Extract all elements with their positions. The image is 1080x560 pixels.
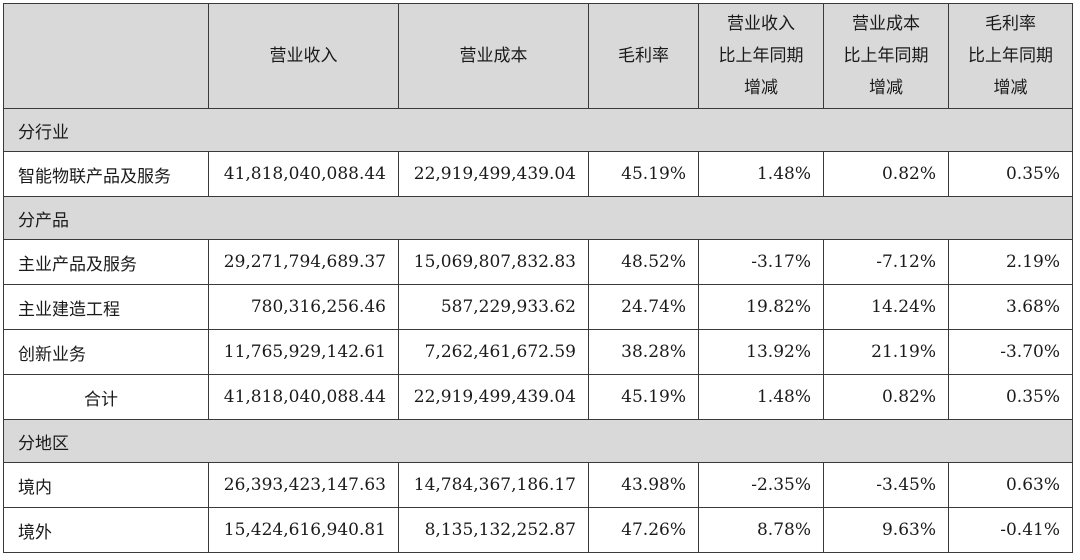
cell-revenue: 41,818,040,088.44 bbox=[208, 151, 399, 197]
cell-margin: 43.98% bbox=[588, 462, 699, 508]
header-cost-yoy-line1: 营业成本 bbox=[852, 14, 920, 34]
cell-margin-yoy: 0.35% bbox=[948, 374, 1073, 420]
cell-margin-yoy: 0.63% bbox=[948, 462, 1073, 508]
header-revenue-yoy-line1: 营业收入 bbox=[727, 14, 795, 34]
row-label: 境外 bbox=[3, 507, 209, 553]
section-row-region: 分地区 bbox=[3, 419, 1073, 463]
header-cost-yoy-line3: 增减 bbox=[869, 78, 903, 98]
cell-margin-yoy: 0.35% bbox=[948, 151, 1073, 197]
cell-cost: 8,135,132,252.87 bbox=[398, 507, 589, 553]
section-row-industry: 分行业 bbox=[3, 108, 1073, 152]
cell-cost-yoy: 9.63% bbox=[823, 507, 949, 553]
header-row: 营业收入 营业成本 毛利率 营业收入 比上年同期 增减 营业成本 比上年同期 增… bbox=[3, 3, 1073, 109]
cell-cost-yoy: 21.19% bbox=[823, 329, 949, 375]
table-row: 境外 15,424,616,940.81 8,135,132,252.87 47… bbox=[3, 507, 1073, 553]
financial-table-container: 营业收入 营业成本 毛利率 营业收入 比上年同期 增减 营业成本 比上年同期 增… bbox=[3, 3, 1073, 553]
cell-margin-yoy: -0.41% bbox=[948, 507, 1073, 553]
cell-cost-yoy: 14.24% bbox=[823, 284, 949, 330]
cell-revenue-yoy: 13.92% bbox=[698, 329, 824, 375]
cell-revenue-yoy: -2.35% bbox=[698, 462, 824, 508]
row-label: 主业建造工程 bbox=[3, 284, 209, 330]
cell-revenue: 26,393,423,147.63 bbox=[208, 462, 399, 508]
cell-margin: 45.19% bbox=[588, 151, 699, 197]
table-row: 主业产品及服务 29,271,794,689.37 15,069,807,832… bbox=[3, 239, 1073, 285]
header-revenue: 营业收入 bbox=[208, 3, 399, 109]
cell-cost: 15,069,807,832.83 bbox=[398, 239, 589, 285]
cell-margin: 48.52% bbox=[588, 239, 699, 285]
cell-cost: 7,262,461,672.59 bbox=[398, 329, 589, 375]
cell-revenue: 29,271,794,689.37 bbox=[208, 239, 399, 285]
cell-cost: 587,229,933.62 bbox=[398, 284, 589, 330]
cell-cost: 22,919,499,439.04 bbox=[398, 151, 589, 197]
table-row: 智能物联产品及服务 41,818,040,088.44 22,919,499,4… bbox=[3, 151, 1073, 197]
cell-revenue-yoy: 19.82% bbox=[698, 284, 824, 330]
header-cost-yoy-line2: 比上年同期 bbox=[843, 46, 929, 66]
cell-revenue: 41,818,040,088.44 bbox=[208, 374, 399, 420]
section-title: 分产品 bbox=[3, 196, 1073, 240]
cell-revenue-yoy: 8.78% bbox=[698, 507, 824, 553]
table-row: 境内 26,393,423,147.63 14,784,367,186.17 4… bbox=[3, 462, 1073, 508]
cell-revenue-yoy: -3.17% bbox=[698, 239, 824, 285]
header-margin: 毛利率 bbox=[588, 3, 699, 109]
cell-revenue-yoy: 1.48% bbox=[698, 151, 824, 197]
cell-revenue: 11,765,929,142.61 bbox=[208, 329, 399, 375]
row-label: 创新业务 bbox=[3, 329, 209, 375]
section-title: 分行业 bbox=[3, 108, 1073, 152]
table-row-total: 合计 41,818,040,088.44 22,919,499,439.04 4… bbox=[3, 374, 1073, 420]
table-row: 创新业务 11,765,929,142.61 7,262,461,672.59 … bbox=[3, 329, 1073, 375]
header-revenue-yoy-line3: 增减 bbox=[744, 78, 778, 98]
row-label: 主业产品及服务 bbox=[3, 239, 209, 285]
cell-margin: 45.19% bbox=[588, 374, 699, 420]
revenue-cost-table: 营业收入 营业成本 毛利率 营业收入 比上年同期 增减 营业成本 比上年同期 增… bbox=[3, 3, 1073, 553]
cell-cost: 14,784,367,186.17 bbox=[398, 462, 589, 508]
cell-cost-yoy: 0.82% bbox=[823, 374, 949, 420]
cell-cost: 22,919,499,439.04 bbox=[398, 374, 589, 420]
header-margin-yoy-line2: 比上年同期 bbox=[968, 46, 1053, 66]
cell-margin: 47.26% bbox=[588, 507, 699, 553]
header-blank bbox=[3, 3, 209, 109]
row-label-total: 合计 bbox=[3, 374, 209, 420]
cell-margin-yoy: 3.68% bbox=[948, 284, 1073, 330]
header-margin-yoy-line1: 毛利率 bbox=[985, 14, 1036, 34]
row-label: 智能物联产品及服务 bbox=[3, 151, 209, 197]
row-label: 境内 bbox=[3, 462, 209, 508]
cell-revenue: 15,424,616,940.81 bbox=[208, 507, 399, 553]
cell-margin-yoy: -3.70% bbox=[948, 329, 1073, 375]
table-row: 主业建造工程 780,316,256.46 587,229,933.62 24.… bbox=[3, 284, 1073, 330]
cell-cost-yoy: 0.82% bbox=[823, 151, 949, 197]
header-revenue-yoy-line2: 比上年同期 bbox=[718, 46, 804, 66]
cell-margin: 38.28% bbox=[588, 329, 699, 375]
header-cost: 营业成本 bbox=[398, 3, 589, 109]
cell-revenue-yoy: 1.48% bbox=[698, 374, 824, 420]
cell-cost-yoy: -7.12% bbox=[823, 239, 949, 285]
cell-revenue: 780,316,256.46 bbox=[208, 284, 399, 330]
cell-cost-yoy: -3.45% bbox=[823, 462, 949, 508]
header-margin-yoy-line3: 增减 bbox=[993, 78, 1028, 98]
section-title: 分地区 bbox=[3, 419, 1073, 463]
header-margin-yoy: 毛利率 比上年同期 增减 bbox=[948, 3, 1073, 109]
header-revenue-yoy: 营业收入 比上年同期 增减 bbox=[698, 3, 824, 109]
cell-margin-yoy: 2.19% bbox=[948, 239, 1073, 285]
section-row-product: 分产品 bbox=[3, 196, 1073, 240]
header-cost-yoy: 营业成本 比上年同期 增减 bbox=[823, 3, 949, 109]
cell-margin: 24.74% bbox=[588, 284, 699, 330]
